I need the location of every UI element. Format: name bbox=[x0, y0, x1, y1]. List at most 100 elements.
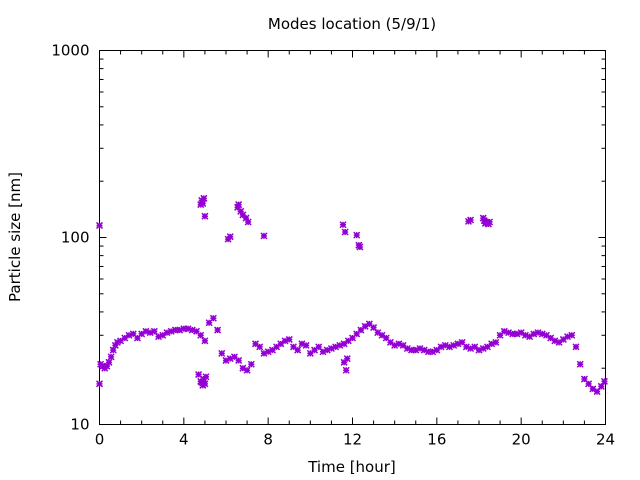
data-point bbox=[343, 355, 351, 363]
data-point bbox=[237, 207, 245, 215]
data-point bbox=[311, 346, 319, 354]
data-point bbox=[234, 203, 242, 211]
data-point bbox=[273, 343, 281, 351]
x-tick-label: 20 bbox=[512, 431, 531, 449]
data-point bbox=[399, 341, 407, 349]
data-point bbox=[479, 344, 487, 353]
data-point bbox=[242, 214, 250, 222]
data-point bbox=[356, 243, 364, 251]
data-point bbox=[500, 327, 508, 335]
data-point bbox=[298, 340, 306, 348]
data-point bbox=[260, 232, 268, 240]
data-point bbox=[597, 382, 605, 390]
x-tick-label: 4 bbox=[179, 431, 189, 449]
data-point bbox=[239, 364, 247, 372]
data-point bbox=[201, 212, 209, 220]
data-point bbox=[239, 211, 247, 219]
data-point bbox=[600, 377, 608, 385]
data-point bbox=[441, 341, 449, 349]
data-point bbox=[483, 343, 491, 351]
data-point bbox=[526, 333, 534, 341]
plot-frame bbox=[99, 50, 606, 425]
data-point bbox=[230, 353, 238, 361]
data-point bbox=[243, 366, 251, 374]
data-point bbox=[488, 340, 496, 348]
data-point bbox=[235, 201, 243, 209]
data-point bbox=[341, 228, 349, 236]
x-tick-label: 16 bbox=[427, 431, 446, 449]
data-point bbox=[424, 348, 432, 356]
data-point bbox=[202, 373, 210, 381]
chart-title: Modes location (5/9/1) bbox=[268, 15, 436, 33]
data-point bbox=[184, 325, 192, 333]
data-point bbox=[268, 346, 276, 354]
data-point bbox=[125, 331, 133, 339]
y-axis-label: Particle size [nm] bbox=[6, 172, 24, 302]
data-point bbox=[226, 355, 234, 363]
data-point bbox=[370, 324, 378, 332]
data-point bbox=[285, 335, 293, 343]
data-point bbox=[214, 326, 222, 334]
data-point bbox=[95, 221, 104, 229]
x-tick-label: 0 bbox=[95, 431, 105, 449]
data-point bbox=[188, 326, 196, 334]
data-point bbox=[420, 346, 428, 354]
data-point bbox=[471, 343, 479, 351]
data-point bbox=[547, 334, 555, 342]
data-point bbox=[555, 338, 563, 346]
data-point bbox=[395, 340, 403, 348]
data-point bbox=[521, 331, 529, 339]
data-point bbox=[479, 214, 487, 222]
data-point bbox=[492, 338, 500, 346]
data-point bbox=[336, 341, 344, 349]
data-point bbox=[340, 340, 348, 348]
data-point bbox=[391, 341, 399, 349]
data-point bbox=[445, 343, 454, 351]
data-point bbox=[467, 216, 475, 224]
data-point bbox=[572, 343, 580, 351]
data-point bbox=[138, 330, 146, 338]
data-point bbox=[281, 337, 289, 345]
data-point bbox=[340, 358, 348, 366]
data-point bbox=[109, 346, 117, 354]
x-tick-label: 24 bbox=[596, 431, 615, 449]
data-points bbox=[95, 194, 608, 396]
data-point bbox=[294, 346, 302, 354]
data-point bbox=[251, 340, 260, 348]
data-point bbox=[209, 314, 217, 322]
data-point bbox=[353, 330, 361, 338]
data-point bbox=[192, 327, 201, 335]
data-point bbox=[386, 338, 394, 346]
data-point bbox=[513, 330, 521, 338]
x-axis-label: Time [hour] bbox=[307, 458, 396, 476]
data-point bbox=[486, 218, 494, 226]
data-point bbox=[408, 346, 416, 354]
data-point bbox=[180, 325, 188, 333]
data-point bbox=[580, 375, 588, 383]
data-point bbox=[319, 348, 327, 356]
y-axis-ticks: 10 100 1000 bbox=[51, 42, 606, 434]
data-point bbox=[327, 344, 335, 353]
x-tick-label: 12 bbox=[343, 431, 362, 449]
data-point bbox=[534, 329, 542, 337]
data-point bbox=[412, 346, 420, 354]
data-point bbox=[332, 343, 340, 351]
data-point bbox=[323, 346, 331, 354]
data-point bbox=[585, 380, 593, 388]
data-point bbox=[551, 337, 559, 345]
data-point bbox=[107, 353, 115, 361]
data-point bbox=[353, 231, 361, 239]
data-point bbox=[429, 348, 437, 356]
data-point bbox=[496, 331, 504, 339]
data-point bbox=[201, 380, 209, 388]
data-point bbox=[315, 343, 323, 351]
data-point bbox=[103, 362, 111, 370]
data-point bbox=[306, 349, 314, 357]
data-point bbox=[197, 331, 205, 339]
data-point bbox=[382, 334, 390, 342]
data-point bbox=[568, 331, 576, 339]
data-point bbox=[247, 360, 255, 368]
data-point bbox=[589, 385, 597, 393]
data-point bbox=[264, 348, 272, 356]
